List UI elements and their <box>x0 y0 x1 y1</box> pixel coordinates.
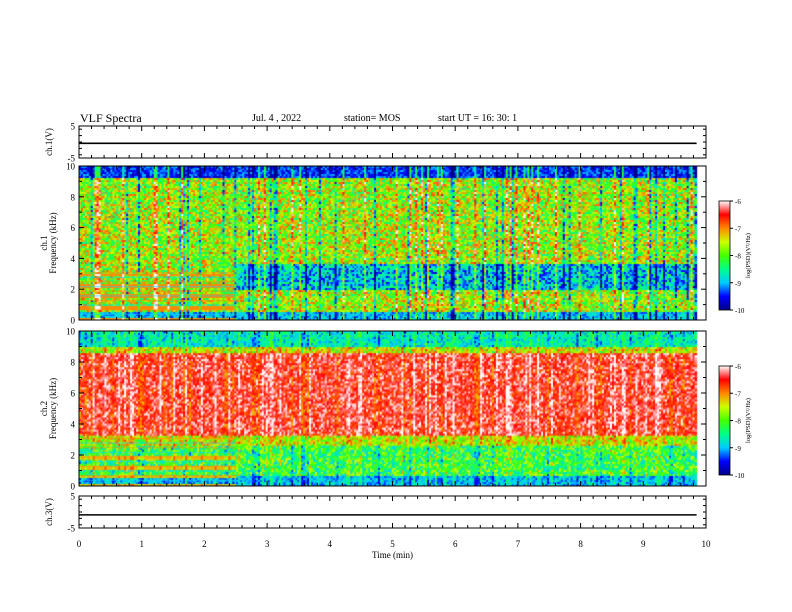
station-label: station= MOS <box>344 113 401 124</box>
x-tick-label: 6 <box>453 539 458 549</box>
x-tick-label: 8 <box>578 539 583 549</box>
date-label: Jul. 4 , 2022 <box>252 113 302 124</box>
figure-title: VLF Spectra <box>80 111 142 125</box>
x-tick-label: 10 <box>702 539 712 549</box>
colorbar-tick-label: -10 <box>735 472 745 480</box>
ch1-spectrogram-colorbar-label: log(PSD)(V²/Hz) <box>745 233 752 278</box>
ch2-spectrogram-ylabel-frequency: Frequency (kHz) <box>48 378 58 439</box>
y-tick-label: 6 <box>71 389 76 399</box>
spectrogram-image-ch2 <box>79 331 706 486</box>
y-tick-label: -5 <box>68 524 76 534</box>
y-tick-label: 2 <box>71 285 76 295</box>
y-tick-label: 5 <box>71 492 76 502</box>
x-tick-label: 7 <box>516 539 521 549</box>
ch2-spectrogram-ylabel-channel: ch.2 <box>39 401 49 416</box>
colorbar-tick-label: -7 <box>735 390 741 398</box>
x-tick-label: 9 <box>641 539 646 549</box>
ch2-spectrogram-colorbar-label: log(PSD)(V²/Hz) <box>745 398 752 443</box>
ch1-spectrogram-ylabel-channel: ch.1 <box>39 235 49 250</box>
x-tick-label: 2 <box>202 539 207 549</box>
colorbar-tick-label: -8 <box>735 418 741 426</box>
colorbar-tick-label: -9 <box>735 445 741 453</box>
y-tick-label: 4 <box>71 420 76 430</box>
figure-header: VLF Spectra Jul. 4 , 2022 station= MOS s… <box>0 111 792 127</box>
colorbar-tick-label: -9 <box>735 280 741 288</box>
colorbar-tick-label: -6 <box>735 363 741 371</box>
ch2-spectrogram-colorbar <box>718 365 731 476</box>
spectrogram-image-ch1 <box>79 166 706 320</box>
y-tick-label: 0 <box>71 316 76 326</box>
y-tick-label: 8 <box>71 358 76 368</box>
colorbar-tick-label: -10 <box>735 307 745 315</box>
y-tick-label: 2 <box>71 451 76 461</box>
x-tick-label: 4 <box>328 539 333 549</box>
x-tick-label: 5 <box>390 539 395 549</box>
y-tick-label: 8 <box>71 192 76 202</box>
y-tick-label: -5 <box>68 154 76 164</box>
y-tick-label: 5 <box>71 122 76 132</box>
ch1-spectrogram-ylabel-frequency: Frequency (kHz) <box>48 212 58 273</box>
ch3-waveform-ylabel: ch.3(V) <box>44 498 54 526</box>
y-tick-label: 6 <box>71 223 76 233</box>
x-tick-label: 0 <box>77 539 82 549</box>
y-tick-label: 10 <box>66 162 76 172</box>
colorbar-tick-label: -8 <box>735 253 741 261</box>
y-tick-label: 10 <box>66 327 76 337</box>
start-time-label: start UT = 16: 30: 1 <box>438 113 518 124</box>
x-tick-label: 3 <box>265 539 270 549</box>
y-tick-label: 0 <box>71 482 76 492</box>
x-axis-label: Time (min) <box>372 550 413 560</box>
ch1-waveform-ylabel: ch.1(V) <box>44 128 54 156</box>
x-tick-label: 1 <box>139 539 144 549</box>
colorbar-tick-label: -6 <box>735 198 741 206</box>
ch1-spectrogram-colorbar <box>718 200 731 311</box>
y-tick-label: 4 <box>71 254 76 264</box>
colorbar-tick-label: -7 <box>735 225 741 233</box>
